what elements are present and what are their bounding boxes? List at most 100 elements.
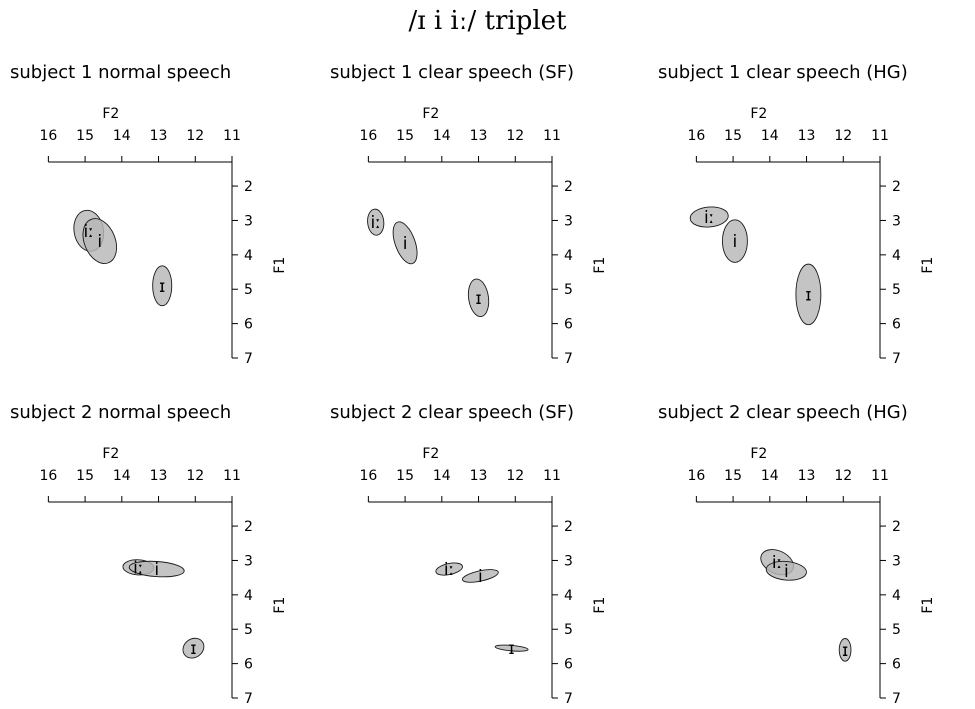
x-tick-label: 12 [506, 128, 524, 144]
vowel-label: ɪ [805, 285, 811, 305]
y-axis-label: F1 [920, 597, 936, 614]
vowel-label: ɪ [508, 639, 514, 659]
x-tick-label: 15 [396, 468, 414, 484]
x-tick-label: 16 [359, 128, 377, 144]
y-tick-label: 3 [244, 553, 253, 569]
y-tick-label: 6 [892, 657, 901, 673]
vowel-ellipse [367, 208, 385, 236]
vowel-ellipse [689, 206, 729, 228]
y-tick-label: 2 [564, 179, 573, 195]
x-tick-label: 16 [359, 468, 377, 484]
vowel-label: ɪ [190, 639, 196, 659]
x-tick-label: 14 [433, 128, 451, 144]
x-tick-label: 12 [834, 468, 852, 484]
y-tick-label: 5 [564, 282, 573, 298]
vowel-label: i [403, 234, 408, 254]
y-tick-label: 4 [244, 248, 253, 264]
vowel-label: iː [772, 553, 782, 573]
y-tick-label: 5 [892, 282, 901, 298]
y-tick-label: 7 [564, 691, 573, 707]
vowel-ellipse [435, 562, 463, 576]
vowel-ellipse [392, 221, 418, 265]
x-axis-label: F2 [750, 106, 767, 122]
panel-title: subject 2 clear speech (SF) [330, 402, 574, 423]
y-tick-label: 3 [892, 213, 901, 229]
y-tick-label: 4 [564, 248, 573, 264]
vowel-label: i [154, 560, 159, 580]
x-tick-label: 11 [871, 128, 889, 144]
x-tick-label: 11 [543, 128, 561, 144]
y-axis-label: F1 [272, 257, 288, 274]
vowel-label: i [784, 562, 789, 582]
x-tick-label: 14 [761, 128, 779, 144]
x-tick-label: 16 [39, 468, 57, 484]
y-tick-label: 2 [892, 519, 901, 535]
y-tick-label: 2 [244, 519, 253, 535]
x-tick-label: 13 [798, 468, 816, 484]
x-tick-label: 14 [113, 128, 131, 144]
y-axis-label: F1 [272, 597, 288, 614]
vowel-label: i [97, 232, 102, 252]
x-tick-label: 12 [186, 468, 204, 484]
vowel-label: ɪ [475, 289, 481, 309]
panel-2: subject 1 clear speech (SF) F2 16 15 14 13 12 1… [330, 62, 608, 367]
panel-title: subject 1 normal speech [10, 62, 231, 83]
x-axis-label: F2 [102, 446, 119, 462]
x-tick-label: 16 [687, 468, 705, 484]
y-tick-label: 3 [564, 553, 573, 569]
y-tick-label: 6 [892, 317, 901, 333]
panel-1: subject 1 normal speech F2 16 15 14 13 12 11 2 3 4… [10, 62, 288, 367]
y-tick-label: 5 [244, 282, 253, 298]
x-tick-label: 15 [724, 128, 742, 144]
y-tick-label: 2 [244, 179, 253, 195]
y-tick-label: 3 [244, 213, 253, 229]
panel-title: subject 2 clear speech (HG) [658, 402, 908, 423]
panel-title: subject 1 clear speech (HG) [658, 62, 908, 83]
y-tick-label: 2 [564, 519, 573, 535]
vowel-ellipse [467, 278, 490, 318]
x-axis-label: F2 [422, 106, 439, 122]
panel-5: subject 2 clear speech (SF) F2 16 15 14 13 12 1… [330, 402, 608, 707]
vowel-ellipse [128, 560, 185, 578]
vowel-ellipse [461, 569, 499, 583]
x-tick-label: 13 [150, 468, 168, 484]
x-tick-label: 14 [433, 468, 451, 484]
vowel-label: i [733, 232, 738, 252]
x-tick-label: 11 [223, 468, 241, 484]
x-tick-label: 11 [543, 468, 561, 484]
x-tick-label: 13 [150, 128, 168, 144]
x-tick-label: 12 [834, 128, 852, 144]
x-tick-label: 15 [76, 128, 94, 144]
x-tick-label: 12 [186, 128, 204, 144]
y-tick-label: 7 [564, 351, 573, 367]
vowel-ellipse [721, 219, 748, 263]
y-tick-label: 6 [564, 317, 573, 333]
panel-title: subject 2 normal speech [10, 402, 231, 423]
x-tick-label: 16 [687, 128, 705, 144]
x-tick-label: 11 [871, 468, 889, 484]
vowel-label: ɪ [842, 641, 848, 661]
vowel-label: ɪ [159, 277, 165, 297]
y-tick-label: 7 [244, 691, 253, 707]
vowel-ellipse [795, 263, 822, 326]
y-tick-label: 5 [244, 622, 253, 638]
x-tick-label: 15 [76, 468, 94, 484]
y-tick-label: 4 [892, 588, 901, 604]
panel-6: subject 2 clear speech (HG) F2 16 15 14 13 12 1… [658, 402, 936, 707]
vowel-label: iː [84, 222, 94, 242]
x-tick-label: 13 [798, 128, 816, 144]
y-tick-label: 4 [244, 588, 253, 604]
vowel-ellipse [494, 644, 529, 652]
y-tick-label: 2 [892, 179, 901, 195]
panel-title: subject 1 clear speech (SF) [330, 62, 574, 83]
y-tick-label: 6 [244, 657, 253, 673]
y-axis-label: F1 [592, 597, 608, 614]
x-tick-label: 15 [724, 468, 742, 484]
x-axis-label: F2 [422, 446, 439, 462]
y-tick-label: 7 [244, 351, 253, 367]
figure-title: /ɪ i iː/ triplet [408, 6, 567, 36]
x-tick-label: 13 [470, 468, 488, 484]
x-tick-label: 15 [396, 128, 414, 144]
x-tick-label: 12 [506, 468, 524, 484]
